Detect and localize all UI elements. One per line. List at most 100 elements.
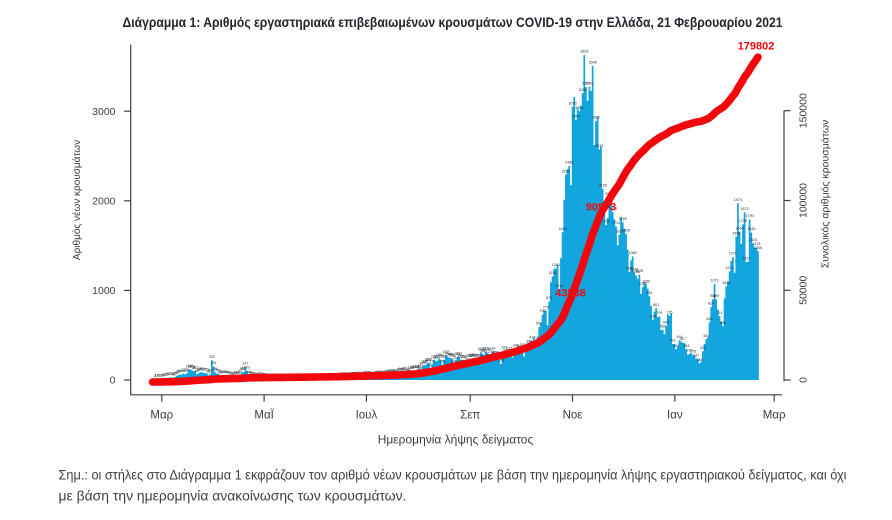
svg-text:Σημ.: οι στήλες στο Διάγραμμα: Σημ.: οι στήλες στο Διάγραμμα 1 εκφράζου… — [59, 467, 847, 482]
svg-text:2135: 2135 — [599, 183, 607, 187]
svg-text:670: 670 — [650, 315, 656, 319]
svg-text:76: 76 — [185, 368, 189, 372]
svg-text:190: 190 — [426, 358, 432, 362]
svg-text:1873: 1873 — [740, 207, 748, 211]
svg-text:773: 773 — [543, 305, 549, 309]
svg-text:1372: 1372 — [729, 252, 737, 256]
svg-text:35: 35 — [173, 372, 177, 376]
svg-text:1598: 1598 — [732, 231, 740, 235]
svg-text:2573: 2573 — [595, 144, 603, 148]
svg-text:2904: 2904 — [572, 114, 580, 118]
svg-text:560: 560 — [660, 324, 666, 328]
svg-text:Αριθμός νέων κρουσμάτων: Αριθμός νέων κρουσμάτων — [71, 140, 83, 260]
svg-text:210: 210 — [433, 356, 439, 360]
svg-text:62: 62 — [395, 369, 399, 373]
svg-text:51: 51 — [223, 370, 227, 374]
svg-text:77: 77 — [203, 368, 207, 372]
svg-text:711: 711 — [717, 311, 723, 315]
svg-text:233: 233 — [476, 354, 482, 358]
svg-text:0: 0 — [797, 377, 809, 383]
svg-text:1059: 1059 — [642, 280, 650, 284]
svg-text:ΜαΪ: ΜαΪ — [254, 410, 274, 422]
svg-text:Ιουλ: Ιουλ — [356, 410, 378, 422]
svg-text:35: 35 — [232, 372, 236, 376]
svg-text:3200: 3200 — [578, 88, 586, 92]
svg-text:50000: 50000 — [797, 276, 809, 305]
svg-text:85: 85 — [213, 367, 217, 371]
svg-text:1713: 1713 — [612, 221, 620, 225]
svg-text:934: 934 — [646, 291, 652, 295]
svg-text:234: 234 — [449, 354, 455, 358]
svg-text:55: 55 — [176, 370, 180, 374]
svg-text:3050: 3050 — [568, 101, 576, 105]
svg-text:38: 38 — [237, 371, 241, 375]
svg-text:73: 73 — [205, 368, 209, 372]
svg-text:32: 32 — [252, 372, 256, 376]
svg-text:348: 348 — [513, 343, 519, 347]
svg-text:1729: 1729 — [602, 220, 610, 224]
svg-text:1973: 1973 — [734, 198, 742, 202]
svg-text:65: 65 — [195, 369, 199, 373]
svg-text:57: 57 — [385, 370, 389, 374]
svg-text:69: 69 — [217, 368, 221, 372]
svg-text:170: 170 — [451, 359, 457, 363]
svg-text:51: 51 — [220, 370, 224, 374]
svg-text:312: 312 — [506, 347, 512, 351]
svg-text:101: 101 — [192, 366, 198, 370]
svg-text:1759: 1759 — [619, 217, 627, 221]
svg-text:Διάγραμμα 1: Αριθμός εργαστηρι: Διάγραμμα 1: Αριθμός εργαστηριακά επιβεβ… — [123, 15, 783, 30]
svg-text:1243: 1243 — [552, 263, 560, 267]
svg-text:900: 900 — [710, 294, 716, 298]
svg-text:186: 186 — [424, 358, 430, 362]
svg-text:3270: 3270 — [582, 82, 590, 86]
svg-text:67: 67 — [405, 369, 409, 373]
svg-text:213: 213 — [453, 356, 459, 360]
svg-text:235: 235 — [473, 354, 479, 358]
svg-text:1735: 1735 — [739, 219, 747, 223]
svg-text:105: 105 — [413, 365, 419, 369]
svg-text:226: 226 — [459, 354, 465, 358]
svg-text:1198: 1198 — [630, 267, 638, 271]
svg-text:603: 603 — [663, 321, 669, 325]
svg-text:43838: 43838 — [555, 288, 586, 300]
svg-text:12: 12 — [158, 374, 162, 378]
svg-text:273: 273 — [488, 350, 494, 354]
svg-text:66: 66 — [208, 369, 212, 373]
svg-text:170: 170 — [439, 359, 445, 363]
svg-text:253: 253 — [456, 352, 462, 356]
svg-text:709: 709 — [656, 311, 662, 315]
svg-text:1628: 1628 — [622, 229, 630, 233]
svg-text:167: 167 — [423, 360, 429, 364]
svg-text:0: 0 — [110, 375, 116, 387]
svg-text:10: 10 — [155, 374, 159, 378]
svg-text:69: 69 — [392, 368, 396, 372]
svg-text:163: 163 — [421, 360, 427, 364]
svg-text:22: 22 — [165, 373, 169, 377]
svg-text:171: 171 — [429, 359, 435, 363]
svg-text:277: 277 — [443, 350, 449, 354]
svg-text:1380: 1380 — [629, 251, 637, 255]
svg-text:26: 26 — [171, 372, 175, 376]
svg-text:344: 344 — [683, 344, 689, 348]
svg-text:132: 132 — [428, 363, 434, 367]
svg-text:1649: 1649 — [558, 227, 566, 231]
svg-text:63: 63 — [390, 369, 394, 373]
svg-text:1622: 1622 — [615, 229, 623, 233]
svg-text:281: 281 — [481, 349, 487, 353]
svg-text:223: 223 — [441, 355, 447, 359]
svg-text:Νοε: Νοε — [563, 410, 583, 422]
svg-text:61: 61 — [238, 369, 242, 373]
svg-text:60: 60 — [387, 369, 391, 373]
svg-text:1654: 1654 — [735, 226, 743, 230]
svg-text:1790: 1790 — [745, 214, 753, 218]
svg-text:72: 72 — [181, 368, 185, 372]
svg-text:1212: 1212 — [725, 266, 733, 270]
svg-text:228: 228 — [438, 354, 444, 358]
svg-text:353: 353 — [519, 343, 525, 347]
svg-text:343: 343 — [673, 344, 679, 348]
svg-text:248: 248 — [446, 352, 452, 356]
svg-text:43: 43 — [233, 371, 237, 375]
svg-text:323: 323 — [501, 346, 507, 350]
svg-text:315: 315 — [483, 346, 489, 350]
svg-text:114: 114 — [186, 364, 192, 368]
